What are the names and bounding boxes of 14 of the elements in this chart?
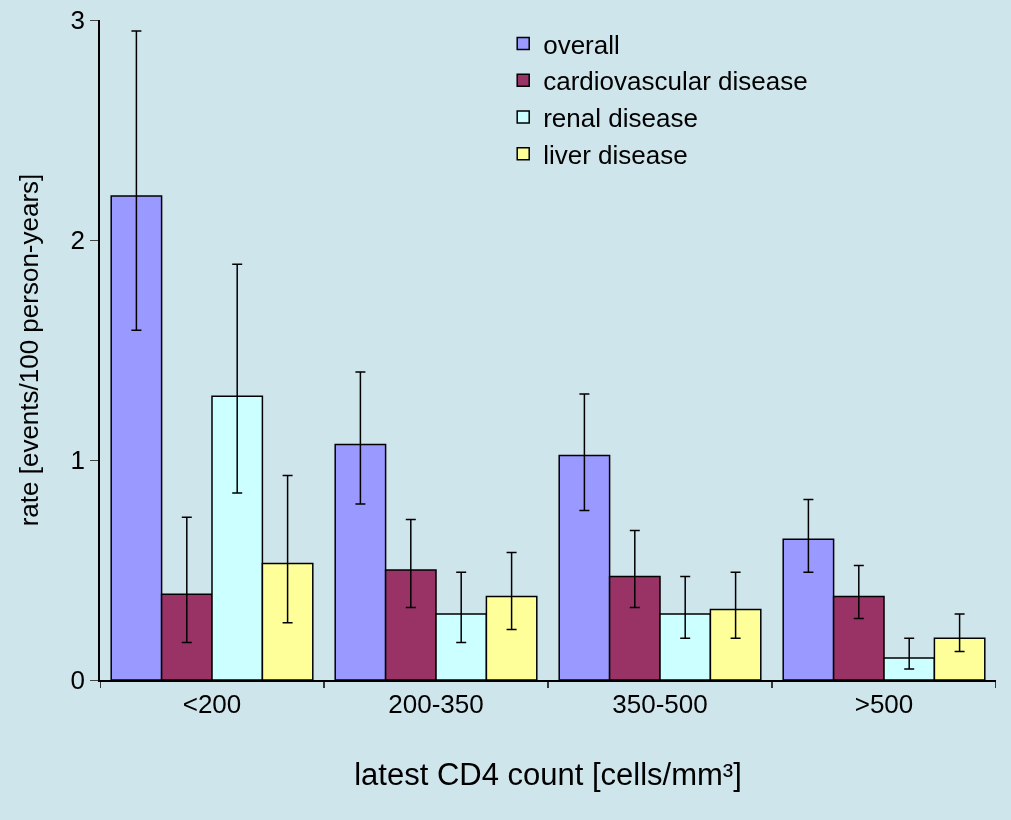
x-tick-label: 200-350: [388, 688, 484, 719]
y-axis-title: rate [events/100 person-years]: [13, 173, 44, 527]
legend-label: cardiovascular disease: [543, 66, 808, 97]
x-tick-label: 350-500: [612, 688, 708, 719]
y-tick-label: 1: [70, 445, 86, 476]
x-tick-label: >500: [854, 688, 914, 719]
legend-label: overall: [543, 29, 620, 60]
y-tick-label: 2: [70, 225, 86, 256]
x-tick-label: <200: [182, 688, 242, 719]
legend-label: renal disease: [543, 103, 698, 134]
x-axis-title: latest CD4 count [cells/mm³]: [354, 756, 742, 792]
y-tick-label: 0: [70, 665, 86, 696]
legend-label: liver disease: [543, 139, 688, 170]
y-tick-label: 3: [70, 5, 86, 36]
